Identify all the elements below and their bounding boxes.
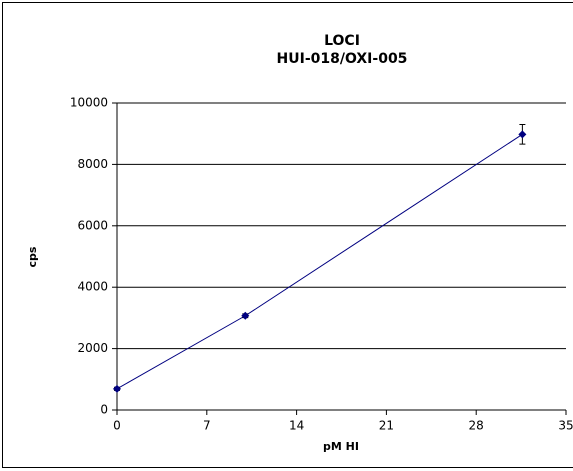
x-axis-label: pM HI (323, 440, 359, 453)
x-tick-label: 14 (289, 419, 304, 433)
x-tick-label: 35 (558, 419, 573, 433)
x-tick-label: 7 (203, 419, 211, 433)
y-tick-label: 0 (100, 403, 108, 417)
data-point (518, 130, 527, 139)
y-tick-label: 6000 (77, 218, 108, 232)
x-tick-label: 28 (469, 419, 484, 433)
chart-title: HUI-018/OXI-005 (277, 51, 408, 67)
y-tick-label: 2000 (77, 341, 108, 355)
x-tick-label: 0 (113, 419, 121, 433)
x-tick-label: 21 (379, 419, 394, 433)
y-tick-label: 8000 (77, 157, 108, 171)
y-tick-label: 4000 (77, 280, 108, 294)
data-point (241, 311, 250, 320)
data-point (113, 384, 121, 393)
chart-title: LOCI (324, 33, 360, 49)
y-tick-label: 10000 (70, 96, 108, 110)
y-axis-label: cps (26, 246, 39, 267)
